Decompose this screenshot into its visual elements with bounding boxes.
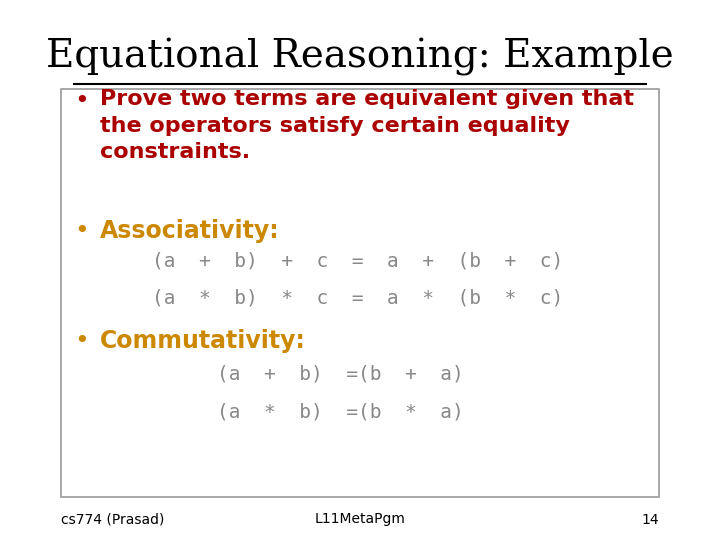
Text: Equational Reasoning: Example: Equational Reasoning: Example [46, 38, 674, 76]
Text: (a  +  b)  +  c  =  a  +  (b  +  c): (a + b) + c = a + (b + c) [152, 251, 563, 270]
Text: Associativity:: Associativity: [100, 219, 279, 242]
Text: (a  *  b)  =(b  *  a): (a * b) =(b * a) [217, 402, 464, 421]
Text: •: • [74, 219, 89, 242]
Text: Commutativity:: Commutativity: [100, 329, 306, 353]
Text: Prove two terms are equivalent given that
the operators satisfy certain equality: Prove two terms are equivalent given tha… [100, 89, 634, 162]
Text: (a  +  b)  =(b  +  a): (a + b) =(b + a) [217, 364, 464, 383]
Text: L11MetaPgm: L11MetaPgm [315, 512, 405, 526]
Text: (a  *  b)  *  c  =  a  *  (b  *  c): (a * b) * c = a * (b * c) [152, 289, 563, 308]
Text: cs774 (Prasad): cs774 (Prasad) [61, 512, 164, 526]
Text: •: • [74, 89, 89, 113]
FancyBboxPatch shape [61, 89, 659, 497]
Text: 14: 14 [642, 512, 659, 526]
Text: •: • [74, 329, 89, 353]
